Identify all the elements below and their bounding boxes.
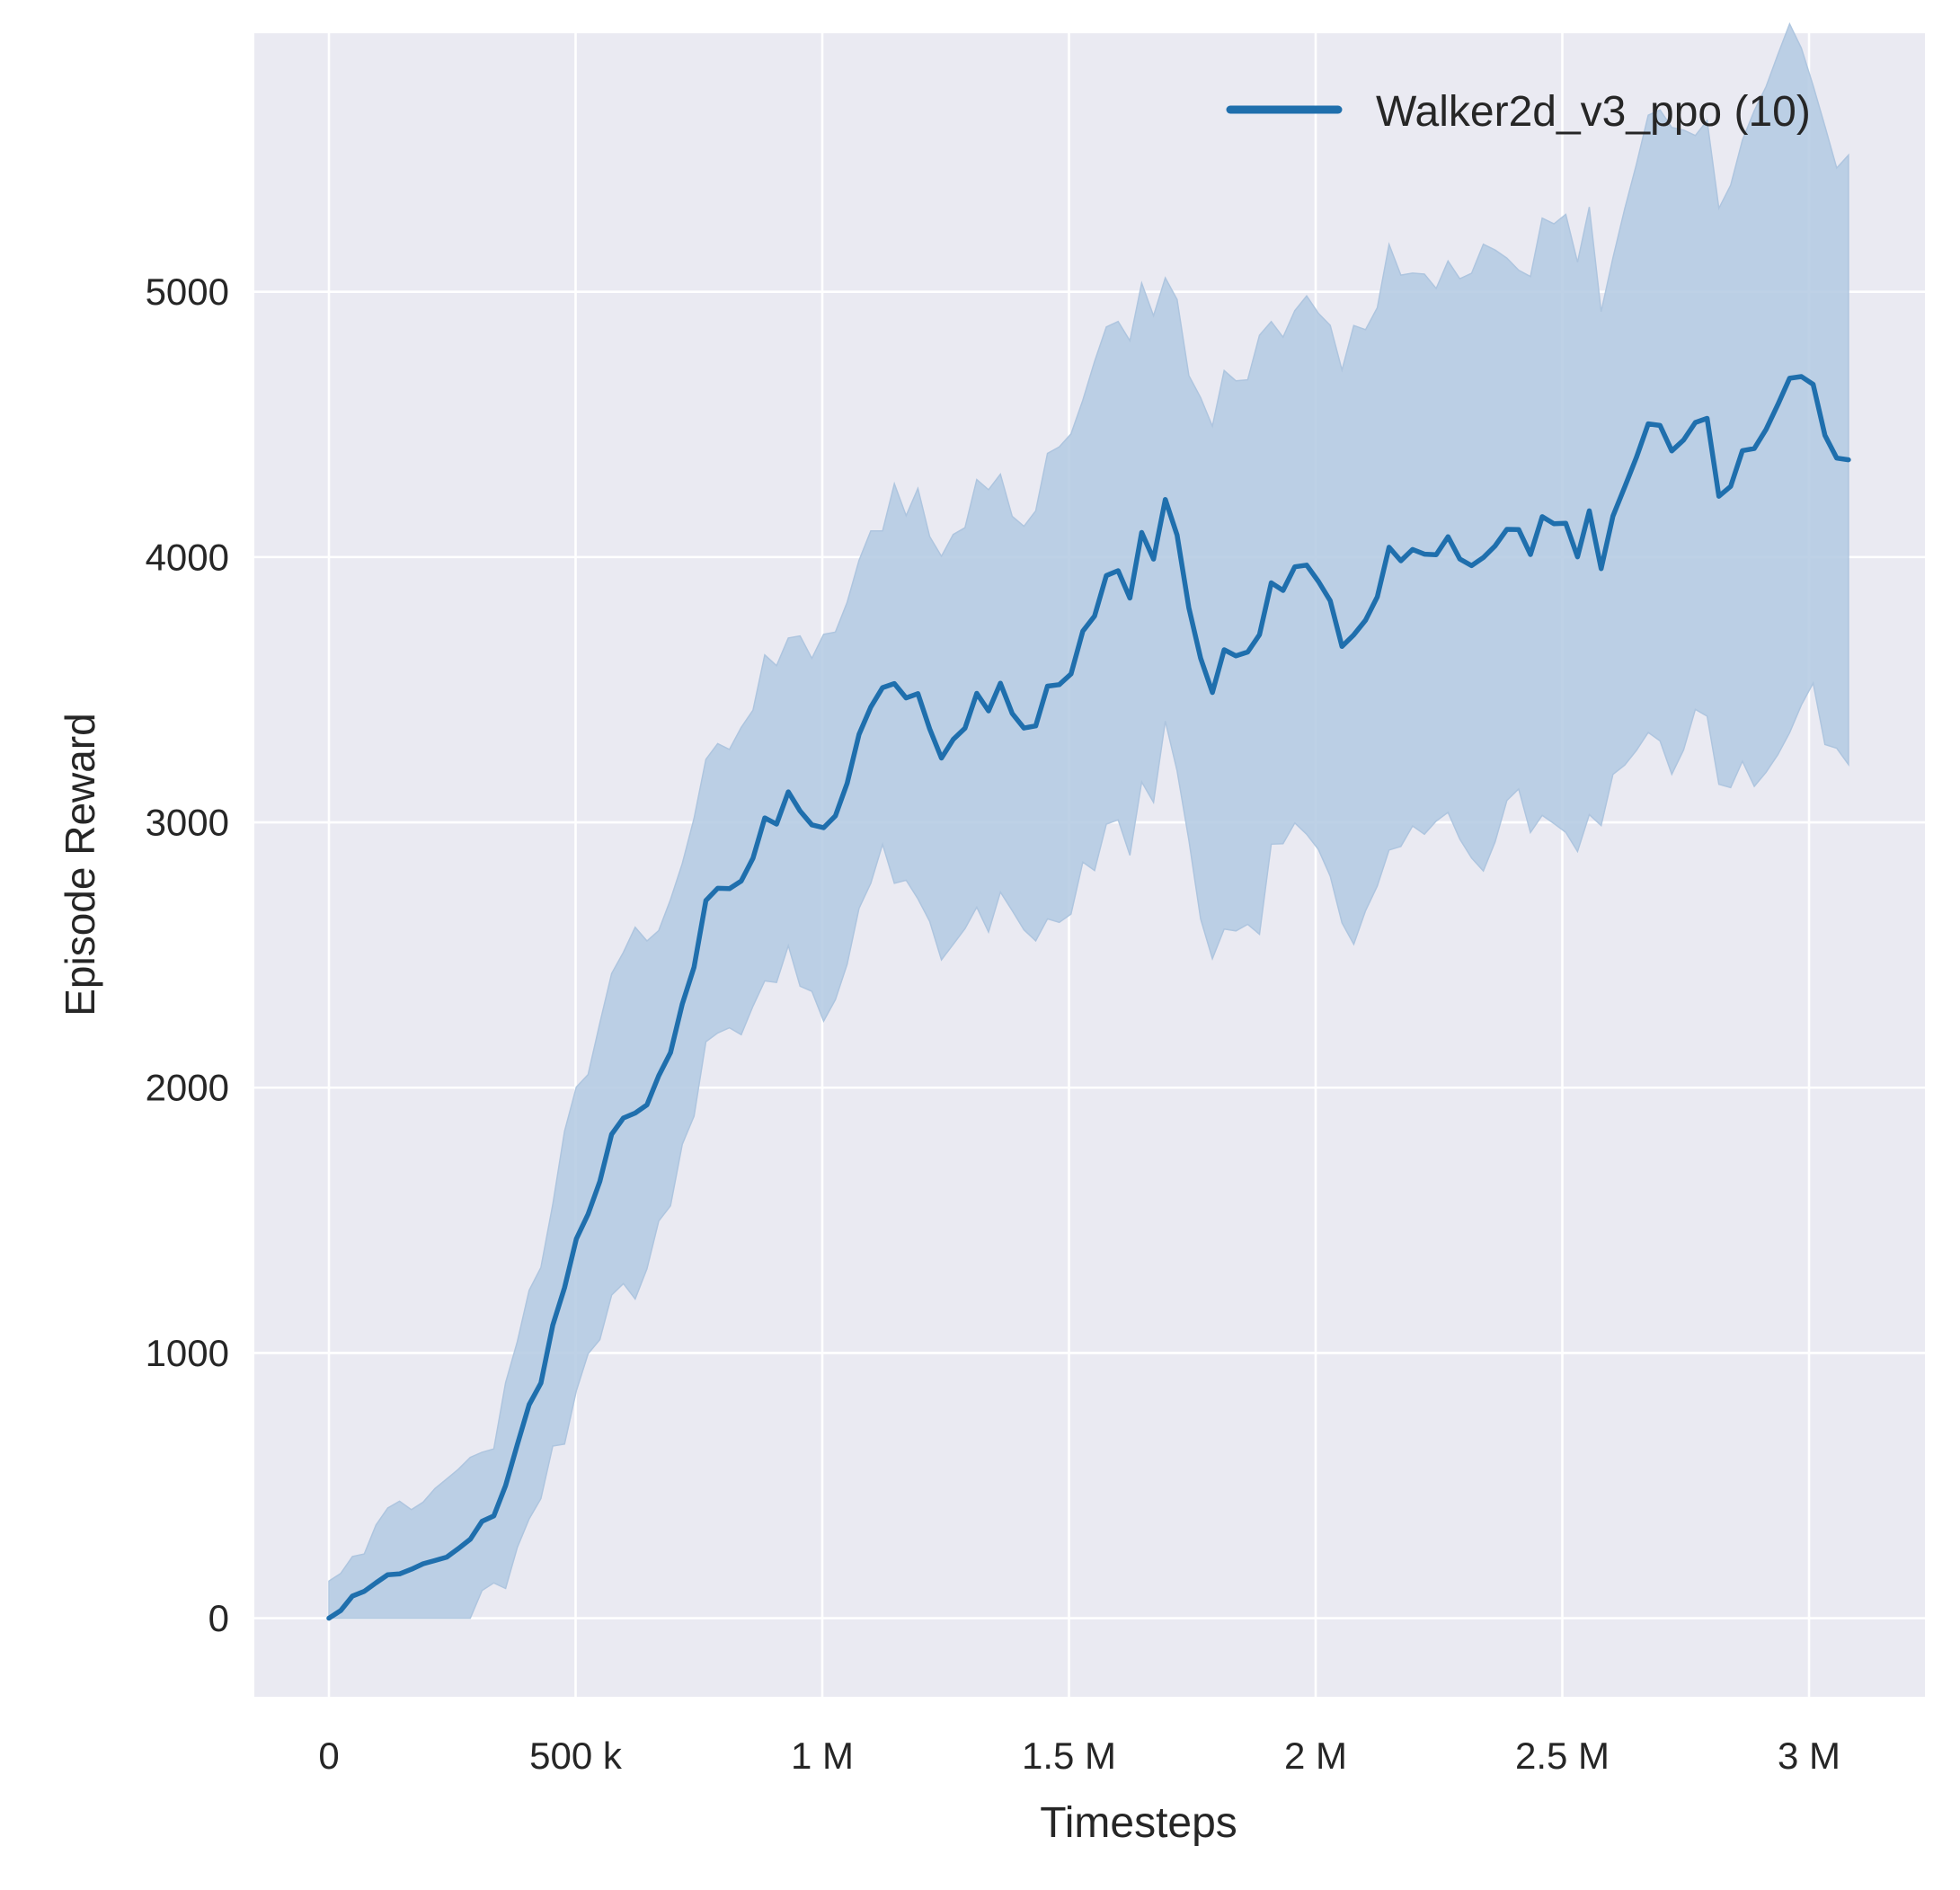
svg-text:Walker2d_v3_ppo (10): Walker2d_v3_ppo (10): [1376, 88, 1811, 136]
svg-text:3000: 3000: [146, 801, 229, 843]
svg-text:0: 0: [208, 1597, 229, 1639]
svg-text:2.5 M: 2.5 M: [1515, 1735, 1610, 1777]
svg-text:Timesteps: Timesteps: [1040, 1799, 1237, 1847]
svg-text:1000: 1000: [146, 1332, 229, 1374]
svg-text:4000: 4000: [146, 536, 229, 578]
svg-text:500 k: 500 k: [529, 1735, 623, 1777]
svg-text:0: 0: [318, 1735, 339, 1777]
svg-text:2 M: 2 M: [1284, 1735, 1347, 1777]
svg-text:1 M: 1 M: [791, 1735, 854, 1777]
svg-text:Episode Reward: Episode Reward: [57, 713, 103, 1016]
svg-text:3 M: 3 M: [1778, 1735, 1840, 1777]
svg-text:2000: 2000: [146, 1067, 229, 1109]
svg-text:1.5 M: 1.5 M: [1022, 1735, 1116, 1777]
svg-text:5000: 5000: [146, 271, 229, 313]
